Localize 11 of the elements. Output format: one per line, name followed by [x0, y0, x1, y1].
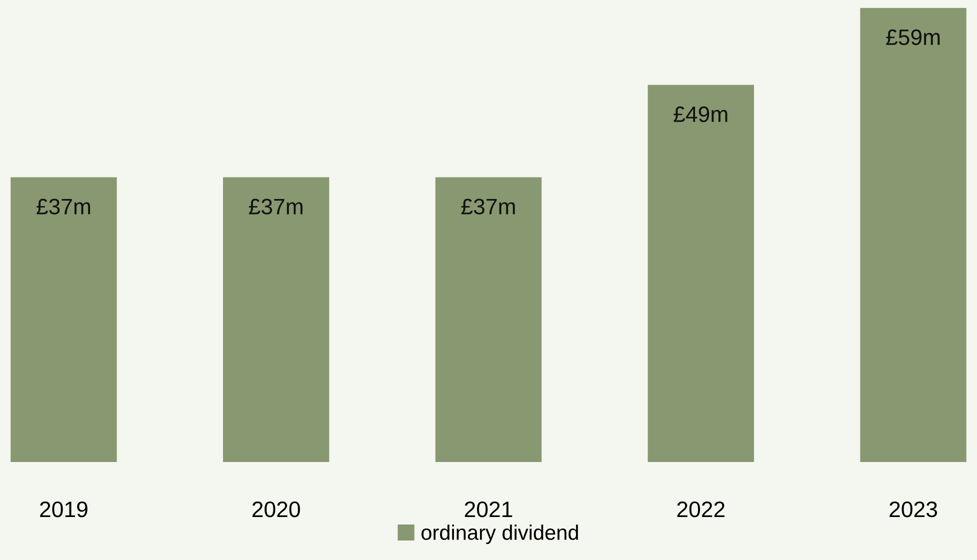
data-label: £37m	[248, 198, 302, 214]
x-tick-label: 2022	[677, 501, 724, 518]
x-tick-label: 2019	[40, 501, 88, 518]
x-tick-label: 2021	[464, 501, 512, 518]
data-label: £49m	[674, 106, 728, 122]
data-label: £59m	[886, 29, 940, 46]
x-tick-label: 2023	[890, 501, 938, 518]
data-label: £37m	[36, 198, 90, 214]
data-label: £37m	[461, 198, 515, 214]
legend-label: ordinary dividend	[422, 524, 578, 544]
x-tick-label: 2020	[252, 501, 300, 518]
